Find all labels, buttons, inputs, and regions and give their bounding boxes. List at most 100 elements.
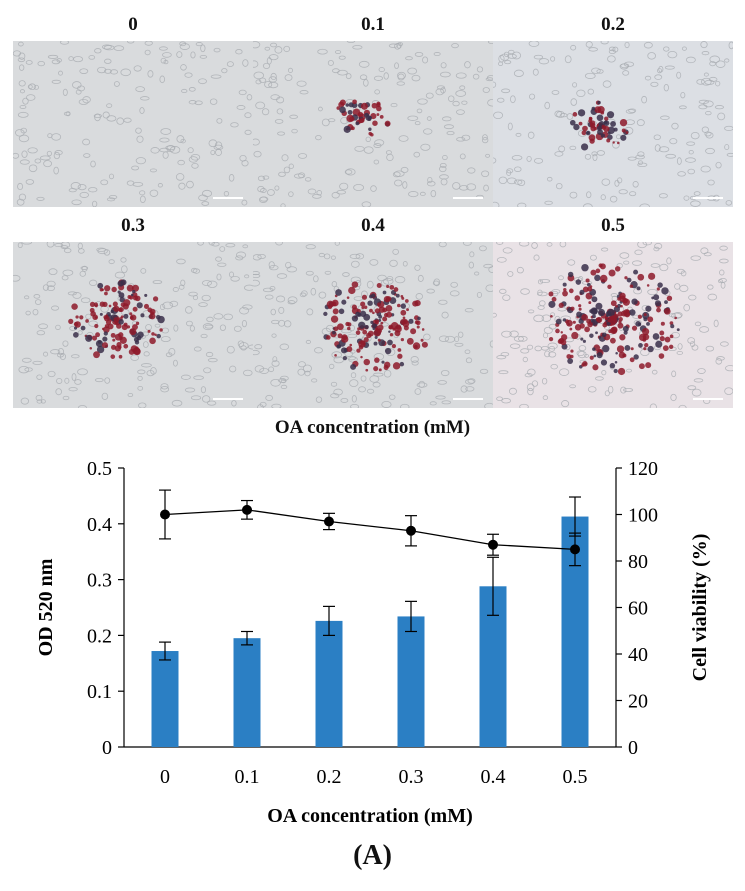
cell-outline [255, 101, 266, 110]
lipid-droplet [143, 303, 149, 309]
cell-outline [270, 378, 281, 387]
micrograph-caption: OA concentration (mM) [274, 417, 471, 438]
cell-outline [687, 385, 697, 391]
cell-outline [80, 297, 91, 304]
cell-outline [467, 167, 476, 174]
lipid-droplet [676, 328, 680, 332]
cell-outline [386, 276, 394, 281]
lipid-droplet [670, 324, 675, 329]
lipid-droplet [420, 338, 424, 342]
cell-outline [426, 288, 435, 294]
cell-outline [157, 183, 163, 188]
cell-outline [349, 253, 361, 259]
panel-label-0: 0 [128, 14, 138, 35]
cell-outline [691, 388, 702, 397]
cell-outline [283, 166, 291, 174]
cell-outline [561, 400, 570, 408]
lipid-droplet [607, 308, 615, 317]
cell-outline [588, 47, 598, 52]
bar-0 [151, 651, 179, 747]
lipid-droplet [568, 288, 574, 294]
lipid-droplet [406, 337, 414, 345]
cell-outline [46, 242, 55, 248]
cell-outline [257, 253, 266, 259]
cell-outline [334, 242, 340, 246]
lipid-droplet [416, 325, 420, 329]
cell-outline [639, 203, 651, 207]
lipid-droplet [363, 337, 369, 343]
cell-outline [373, 75, 383, 81]
lipid-droplet [613, 368, 618, 374]
cell-outline [596, 69, 604, 74]
cell-outline [622, 70, 630, 76]
lipid-droplet [669, 334, 674, 339]
cell-outline [223, 313, 233, 321]
cell-outline [17, 242, 23, 249]
cell-outline [63, 111, 71, 116]
cell-outline [25, 310, 31, 316]
cell-outline [725, 200, 733, 206]
lipid-droplet [113, 305, 120, 312]
cell-outline [104, 68, 112, 74]
cell-outline [435, 395, 446, 400]
cell-outline [676, 350, 683, 355]
lipid-droplet [104, 285, 111, 292]
lipid-droplet [330, 315, 339, 323]
cell-outline [482, 134, 488, 141]
cell-outline [279, 343, 290, 351]
lipid-droplet [377, 338, 381, 342]
lipid-droplet [619, 334, 626, 341]
lipid-droplet [643, 313, 647, 317]
cell-outline [437, 380, 447, 385]
lipid-droplet [346, 296, 350, 299]
lipid-droplet [610, 300, 617, 307]
cell-outline [725, 365, 733, 372]
cell-outline [520, 348, 530, 354]
lipid-droplet [614, 266, 621, 272]
cell-outline [321, 118, 330, 127]
bar-0-3 [397, 616, 425, 747]
micrograph-0-1 [253, 41, 493, 207]
cell-outline [647, 288, 658, 296]
cell-outline [351, 260, 360, 268]
cell-outline [207, 280, 218, 289]
cell-outline [465, 386, 475, 392]
cell-outline [526, 155, 532, 162]
cell-outline [487, 98, 493, 107]
cell-outline [529, 93, 536, 100]
cell-outline [237, 340, 245, 348]
panel-label-0-3: 0.3 [121, 215, 145, 236]
cell-outline [408, 191, 419, 198]
lipid-droplet [647, 345, 654, 353]
cell-outline [201, 280, 212, 286]
cell-outline [440, 369, 450, 377]
cell-outline [19, 64, 25, 71]
cell-outline [676, 71, 682, 79]
cell-outline [678, 105, 687, 110]
lipid-droplet [95, 340, 104, 348]
cell-outline [20, 397, 30, 405]
lipid-droplet [579, 289, 585, 295]
cell-outline [720, 341, 729, 347]
cell-outline [464, 308, 474, 313]
cell-outline [432, 280, 440, 286]
lipid-droplet [636, 286, 641, 291]
cell-outline [539, 279, 551, 283]
lipid-droplet [585, 130, 591, 136]
lipid-droplet [655, 340, 663, 348]
cell-outline [207, 400, 217, 406]
cell-outline [558, 275, 564, 281]
cell-outline [726, 152, 733, 157]
lipid-droplet [149, 313, 156, 320]
lipid-droplet [589, 355, 594, 360]
cell-outline [531, 242, 538, 249]
cell-outline [243, 284, 253, 291]
lipid-droplet [140, 313, 145, 318]
lipid-droplet [635, 321, 641, 327]
lipid-droplet [101, 342, 109, 349]
cell-outline [522, 356, 528, 363]
lipid-droplet [399, 361, 405, 367]
cell-outline [555, 182, 563, 190]
cell-outline [381, 400, 392, 408]
cell-outline [548, 323, 557, 330]
